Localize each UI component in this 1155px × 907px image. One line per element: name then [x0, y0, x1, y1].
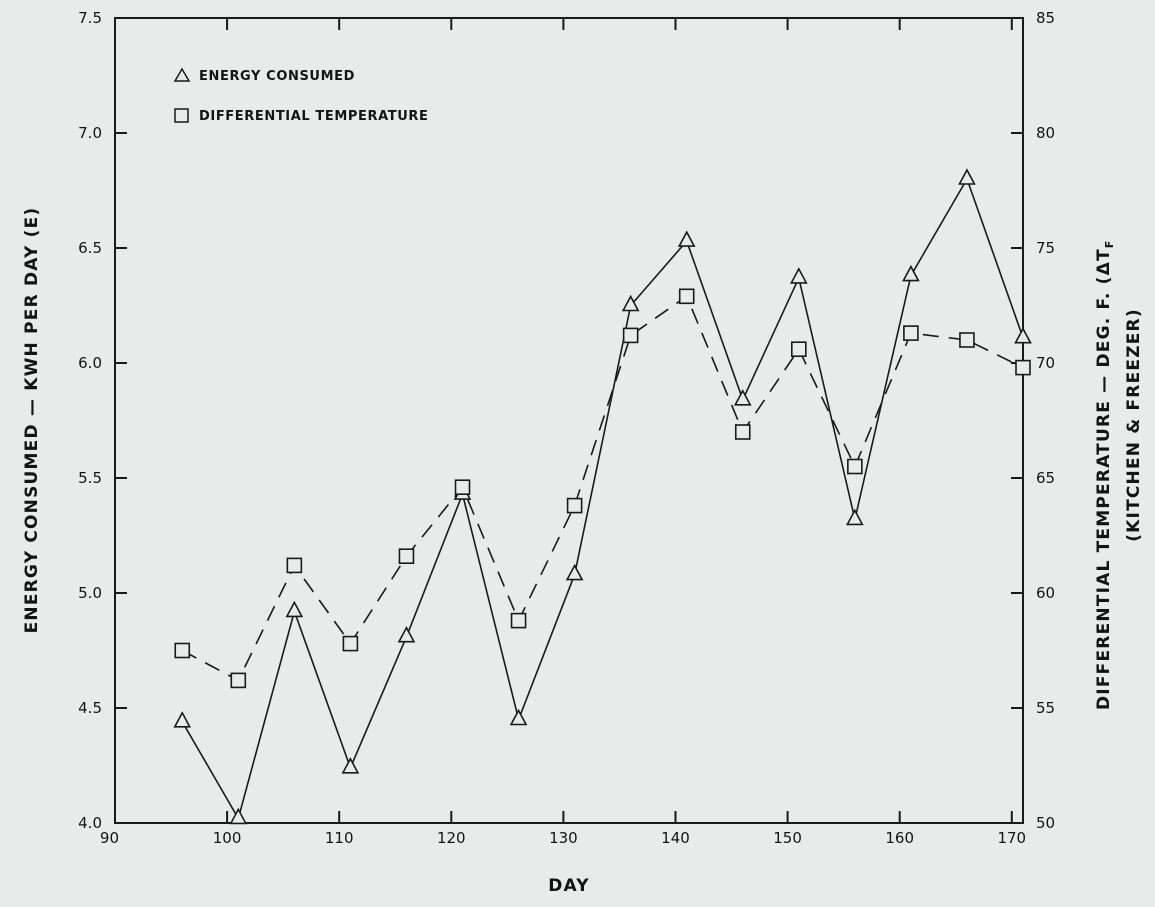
temperature-point [398, 548, 415, 565]
y-right-tick-label: 70 [1036, 354, 1055, 372]
temperature-point [903, 325, 919, 341]
x-tick-label: 100 [213, 829, 242, 847]
y-right-tick-labels: 50 55 60 65 70 75 80 85 [1036, 9, 1055, 832]
y-left-tick-label: 6.5 [78, 239, 102, 257]
y-right-tick-label: 55 [1036, 699, 1055, 717]
legend-square-marker [174, 108, 189, 123]
y-right-tick-label: 60 [1036, 584, 1055, 602]
y-right-tick-label: 75 [1036, 239, 1055, 257]
temperature-point [174, 642, 191, 659]
x-tick-labels: 90 100 110 120 130 140 150 160 170 [100, 829, 1026, 847]
energy-point [341, 757, 360, 774]
temperature-point [678, 288, 695, 305]
energy-point [285, 600, 304, 618]
temperature-point [1015, 359, 1031, 376]
energy-point [789, 267, 808, 284]
energy-point [229, 807, 248, 825]
x-tick-label: 160 [885, 829, 914, 847]
temperature-point [847, 458, 863, 475]
legend-triangle-marker [173, 67, 191, 82]
series-markers [173, 168, 1032, 825]
y-right-axis-title-line1: DIFFERENTIAL TEMPERATURE — DEG. F. (ΔT [1094, 248, 1114, 710]
energy-point [958, 168, 976, 185]
energy-point [902, 264, 920, 282]
temperature-point [510, 612, 527, 629]
energy-point [509, 708, 528, 726]
temperature-point [342, 635, 359, 652]
svg-text:DIFFERENTIAL TEMPERATURE — DEG: DIFFERENTIAL TEMPERATURE — DEG. F. (ΔTF [1094, 240, 1116, 711]
y-right-tick-label: 65 [1036, 469, 1055, 487]
energy-point [173, 711, 192, 728]
x-tick-label: 170 [997, 829, 1026, 847]
y-left-tick-label: 7.0 [78, 124, 102, 142]
energy-point [846, 508, 864, 526]
energy-point [397, 626, 416, 643]
x-tick-label: 130 [549, 829, 578, 847]
temperature-point [734, 424, 751, 440]
energy-point [621, 294, 640, 312]
y-left-tick-labels: 4.0 4.5 5.0 5.5 6.0 6.5 7.0 7.5 [78, 9, 102, 832]
y-left-axis-title: ENERGY CONSUMED — KWH PER DAY (E) [22, 207, 42, 634]
x-tick-label: 150 [773, 829, 802, 847]
energy-point [1014, 327, 1032, 344]
temperature-point [959, 332, 975, 348]
energy-point [733, 389, 752, 406]
y-right-axis-title-line2: (KITCHEN & FREEZER) [1124, 308, 1144, 542]
temperature-point [791, 341, 807, 358]
series-line-energy [181, 177, 1024, 821]
x-tick-label: 110 [325, 829, 354, 847]
y-left-tick-label: 4.5 [78, 699, 102, 717]
legend-label-temperature: DIFFERENTIAL TEMPERATURE [199, 109, 428, 124]
y-left-tick-label: 4.0 [78, 814, 102, 832]
x-tick-label: 140 [661, 829, 690, 847]
temperature-point [566, 497, 583, 514]
series-lines [181, 177, 1024, 821]
y-right-tick-label: 50 [1036, 814, 1055, 832]
temperature-point [622, 327, 639, 344]
y-right-axis-title: DIFFERENTIAL TEMPERATURE — DEG. F. (ΔTF … [1094, 240, 1144, 711]
legend: ENERGY CONSUMED DIFFERENTIAL TEMPERATURE [173, 67, 428, 124]
y-right-tick-label: 80 [1036, 124, 1055, 142]
x-tick-label: 120 [437, 829, 466, 847]
temperature-point [230, 672, 247, 689]
temperature-point [454, 479, 471, 496]
plot-frame [114, 17, 1024, 824]
y-left-tick-label: 5.5 [78, 469, 102, 487]
tick-marks [114, 17, 1023, 824]
y-right-tick-label: 85 [1036, 9, 1055, 27]
x-axis-title: DAY [548, 876, 590, 896]
legend-label-energy: ENERGY CONSUMED [199, 69, 355, 84]
y-right-axis-title-subscript: F [1103, 240, 1116, 249]
energy-point [677, 230, 696, 247]
energy-point [565, 563, 584, 581]
y-left-tick-label: 7.5 [78, 9, 102, 27]
temperature-point [286, 557, 303, 574]
x-tick-label: 90 [100, 829, 119, 847]
series-line-temperature [181, 295, 1024, 682]
y-left-tick-label: 5.0 [78, 584, 102, 602]
y-left-tick-label: 6.0 [78, 354, 102, 372]
